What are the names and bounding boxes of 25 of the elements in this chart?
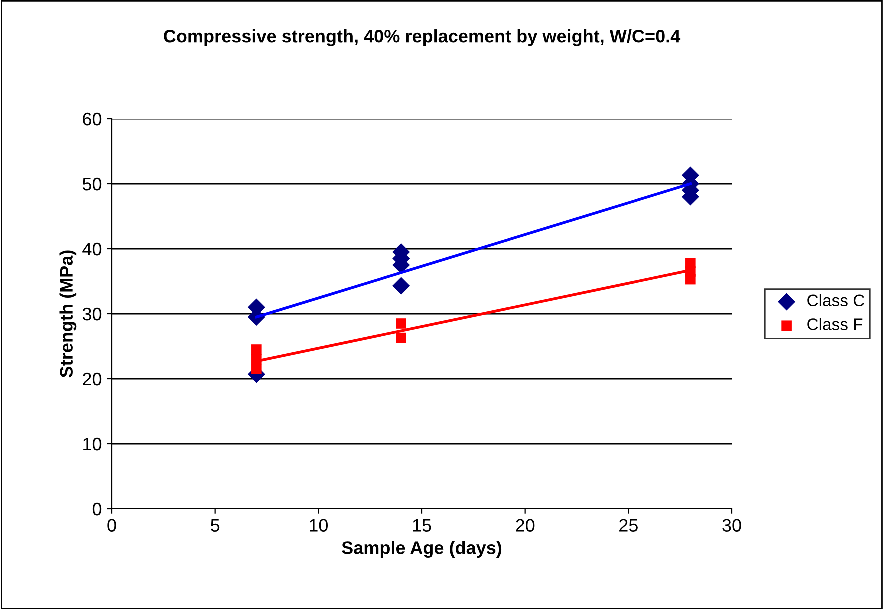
point — [396, 332, 406, 344]
point — [392, 277, 410, 295]
y-axis-title: Strength (MPa) — [60, 250, 77, 378]
x-tick-label: 5 — [211, 519, 220, 532]
x-axis-title: Sample Age (days) — [342, 541, 502, 558]
y-tick-label: 40 — [82, 242, 102, 256]
x-tick-label: 20 — [516, 519, 535, 532]
x-tick-label: 25 — [620, 519, 638, 532]
legend-label: Class F — [808, 318, 863, 330]
point — [252, 344, 262, 355]
point — [396, 318, 406, 329]
x-tick-label: 10 — [310, 519, 328, 532]
y-tick-label: 50 — [82, 178, 102, 191]
y-tick-label: 30 — [82, 308, 102, 321]
x-tick-label: 15 — [413, 519, 432, 532]
y-tick-label: 10 — [84, 438, 102, 451]
x-tick-label: 30 — [722, 519, 742, 532]
x-tick-label: 0 — [108, 519, 116, 532]
y-tick-label: 0 — [92, 502, 102, 516]
legend-label: Class C — [808, 294, 865, 307]
chart-title: Compressive strength, 40% replacement by weight, W/C=0.4 — [164, 30, 681, 46]
y-tick-label: 60 — [83, 112, 102, 126]
point — [686, 274, 696, 285]
y-tick-label: 20 — [83, 372, 102, 386]
point — [252, 364, 262, 374]
